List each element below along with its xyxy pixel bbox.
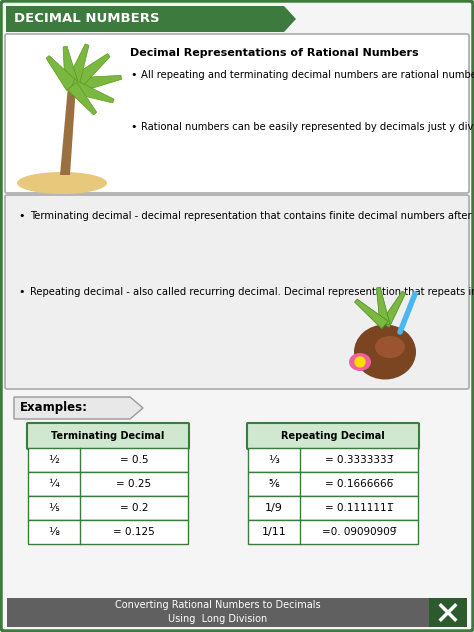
Text: Terminating Decimal: Terminating Decimal <box>51 431 164 441</box>
Text: ½: ½ <box>48 455 59 465</box>
Text: •: • <box>18 211 25 221</box>
Circle shape <box>355 357 365 367</box>
Text: = 0.3333333̅: = 0.3333333̅ <box>325 455 393 465</box>
Text: ⅚: ⅚ <box>269 479 279 489</box>
Text: DECIMAL NUMBERS: DECIMAL NUMBERS <box>14 13 160 25</box>
Text: ⅕: ⅕ <box>49 503 59 513</box>
Text: = 0.1666666̅: = 0.1666666̅ <box>325 479 393 489</box>
Polygon shape <box>65 44 89 88</box>
Text: Converting Rational Numbers to Decimals
Using  Long Division: Converting Rational Numbers to Decimals … <box>115 600 321 624</box>
Text: = 0.1111111̅: = 0.1111111̅ <box>325 503 393 513</box>
Text: Repeating decimal - also called recurring decimal. Decimal representation that r: Repeating decimal - also called recurrin… <box>30 287 474 297</box>
Text: Repeating Decimal: Repeating Decimal <box>281 431 385 441</box>
Text: 1/9: 1/9 <box>265 503 283 513</box>
Text: = 0.25: = 0.25 <box>117 479 152 489</box>
FancyBboxPatch shape <box>27 423 189 449</box>
Bar <box>28 496 188 520</box>
Polygon shape <box>67 54 110 92</box>
Ellipse shape <box>349 353 371 371</box>
Text: All repeating and terminating decimal numbers are rational numbers.: All repeating and terminating decimal nu… <box>141 70 474 80</box>
Ellipse shape <box>17 172 107 194</box>
Bar <box>429 598 467 627</box>
Text: =0. 09090909̅: =0. 09090909̅ <box>322 527 396 537</box>
FancyBboxPatch shape <box>247 423 419 449</box>
Text: ¼: ¼ <box>48 479 59 489</box>
Polygon shape <box>67 82 97 115</box>
Text: •: • <box>18 287 25 297</box>
Polygon shape <box>60 86 76 175</box>
Polygon shape <box>376 287 390 326</box>
Bar <box>248 448 418 472</box>
Polygon shape <box>14 397 143 419</box>
Bar <box>28 472 188 496</box>
Polygon shape <box>6 6 296 32</box>
Polygon shape <box>71 75 122 94</box>
FancyBboxPatch shape <box>5 195 469 389</box>
Text: •: • <box>130 122 137 132</box>
Polygon shape <box>46 56 77 90</box>
Bar <box>28 448 188 472</box>
FancyBboxPatch shape <box>5 34 469 193</box>
Polygon shape <box>63 46 79 87</box>
Ellipse shape <box>375 336 405 358</box>
Bar <box>248 520 418 544</box>
Bar <box>248 496 418 520</box>
Bar <box>28 520 188 544</box>
Text: = 0.125: = 0.125 <box>113 527 155 537</box>
Text: = 0.2: = 0.2 <box>120 503 148 513</box>
Polygon shape <box>355 299 388 329</box>
Polygon shape <box>70 80 114 103</box>
Polygon shape <box>381 291 406 327</box>
Text: Decimal Representations of Rational Numbers: Decimal Representations of Rational Numb… <box>130 48 419 58</box>
Text: Terminating decimal - decimal representation that contains finite decimal number: Terminating decimal - decimal representa… <box>30 211 474 221</box>
Ellipse shape <box>354 324 416 379</box>
Text: •: • <box>130 70 137 80</box>
Text: Rational numbers can be easily represented by decimals just y dividing the numer: Rational numbers can be easily represent… <box>141 122 474 132</box>
Text: Examples:: Examples: <box>20 401 88 415</box>
Text: ⅛: ⅛ <box>48 527 59 537</box>
Bar <box>7 598 429 627</box>
Bar <box>248 472 418 496</box>
Text: ⅓: ⅓ <box>269 455 280 465</box>
Text: = 0.5: = 0.5 <box>120 455 148 465</box>
Text: 1/11: 1/11 <box>262 527 286 537</box>
